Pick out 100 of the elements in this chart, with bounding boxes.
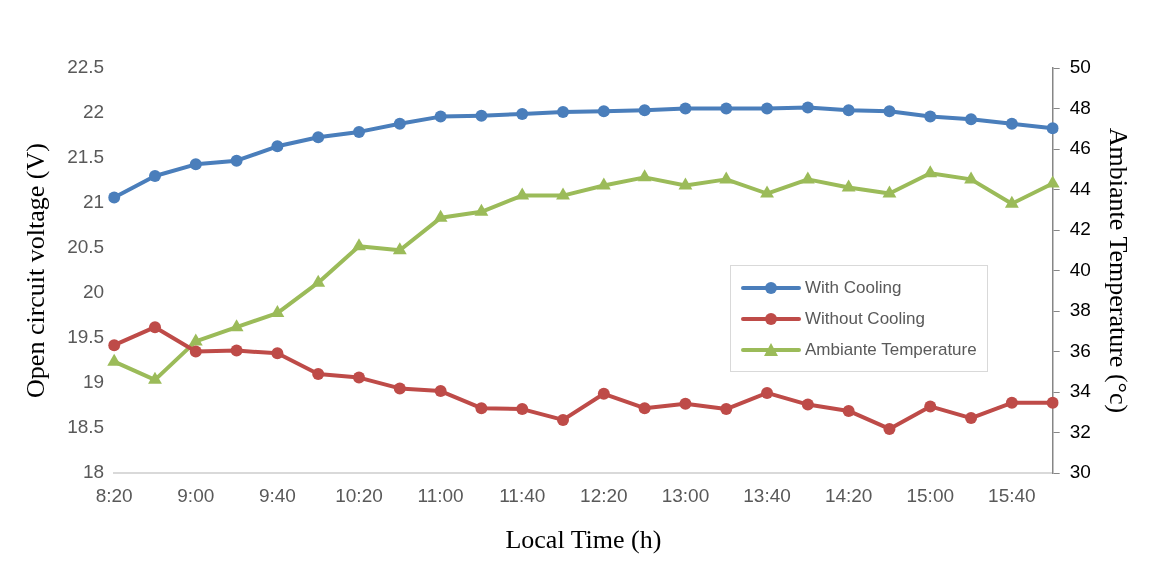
legend-label: Ambiante Temperature [805, 339, 977, 360]
point [841, 179, 856, 192]
y-axis-title: Open circuit voltage (V) [21, 143, 51, 398]
point [924, 400, 937, 413]
point [596, 177, 611, 190]
point [270, 305, 285, 318]
point [353, 125, 365, 138]
x-tick-label: 15:00 [906, 484, 955, 506]
point [800, 171, 815, 184]
point [353, 371, 365, 384]
point [801, 398, 814, 411]
point [557, 413, 570, 426]
point [719, 171, 734, 184]
y2-tick-label: 34 [1069, 380, 1092, 402]
point [393, 382, 406, 395]
legend-label: Without Cooling [805, 308, 926, 329]
point [148, 371, 162, 384]
x-tick-label: 15:40 [988, 484, 1036, 506]
point [801, 101, 814, 114]
y2-tick-label: 32 [1069, 420, 1091, 442]
x-tick-label: 11:40 [499, 484, 546, 506]
y-tick-label: 22.5 [67, 56, 105, 78]
x-tick-label: 9:40 [258, 484, 296, 506]
point [557, 106, 570, 119]
point [556, 187, 570, 200]
point [271, 347, 284, 360]
x-tick-label: 12:20 [580, 484, 628, 506]
point [597, 387, 610, 400]
y-tick-label: 18 [83, 461, 105, 483]
point [188, 333, 203, 346]
y2-tick-label: 40 [1069, 258, 1091, 280]
point [230, 344, 243, 357]
x-tick-label: 14:20 [824, 484, 873, 506]
point [516, 403, 529, 416]
y2-tick-label: 46 [1069, 137, 1091, 159]
point [189, 158, 202, 171]
point [311, 274, 326, 287]
point [597, 105, 610, 118]
y2-tick-label: 30 [1069, 461, 1091, 483]
y-tick-label: 21.5 [67, 146, 105, 168]
point [148, 170, 161, 182]
y2-tick-label: 38 [1069, 299, 1091, 321]
y-tick-label: 19 [83, 371, 105, 393]
point [761, 102, 774, 115]
point [720, 102, 733, 115]
point [842, 404, 855, 417]
point [761, 386, 774, 399]
x-tick-label: 10:20 [335, 484, 383, 506]
point [434, 110, 447, 123]
point [679, 102, 692, 115]
point [434, 385, 447, 398]
point [965, 113, 978, 126]
y2-tick-label: 36 [1069, 339, 1091, 361]
point [678, 177, 693, 190]
point [883, 422, 896, 435]
y-tick-label: 22 [83, 101, 105, 123]
point [312, 131, 325, 144]
point [229, 319, 244, 332]
point [965, 412, 978, 425]
point [148, 321, 161, 334]
point [108, 339, 121, 352]
point [964, 171, 978, 184]
point [516, 107, 529, 120]
y2-axis-title: Ambiante Temperature (°c) [1103, 127, 1133, 414]
point [475, 402, 488, 415]
point [720, 403, 733, 416]
point [189, 345, 202, 358]
point [1005, 117, 1018, 130]
point [842, 104, 855, 117]
point [924, 110, 937, 123]
point [883, 105, 896, 118]
point [352, 238, 366, 251]
y2-tick-label: 42 [1069, 218, 1091, 240]
x-axis-title: Local Time (h) [505, 525, 662, 555]
point [760, 185, 774, 198]
x-tick-label: 13:40 [743, 484, 791, 506]
x-tick-label: 11:00 [417, 484, 464, 506]
point [433, 209, 448, 222]
point [1046, 122, 1059, 135]
point [923, 165, 938, 178]
point [679, 397, 692, 410]
point [1005, 396, 1018, 409]
x-tick-label: 8:20 [95, 484, 133, 506]
point [882, 185, 897, 198]
point [637, 169, 652, 182]
point [475, 109, 488, 122]
y-tick-label: 20 [83, 281, 105, 303]
point [638, 402, 651, 415]
y-tick-label: 18.5 [67, 416, 105, 438]
point [393, 117, 406, 130]
y-tick-label: 20.5 [67, 236, 105, 258]
point [230, 154, 243, 167]
legend-label: With Cooling [805, 277, 902, 298]
point [392, 242, 407, 255]
y2-tick-label: 44 [1069, 177, 1092, 199]
point [638, 104, 651, 117]
point [1046, 396, 1059, 409]
y-tick-label: 19.5 [67, 326, 105, 348]
point [474, 203, 489, 216]
x-tick-label: 9:00 [177, 484, 215, 506]
